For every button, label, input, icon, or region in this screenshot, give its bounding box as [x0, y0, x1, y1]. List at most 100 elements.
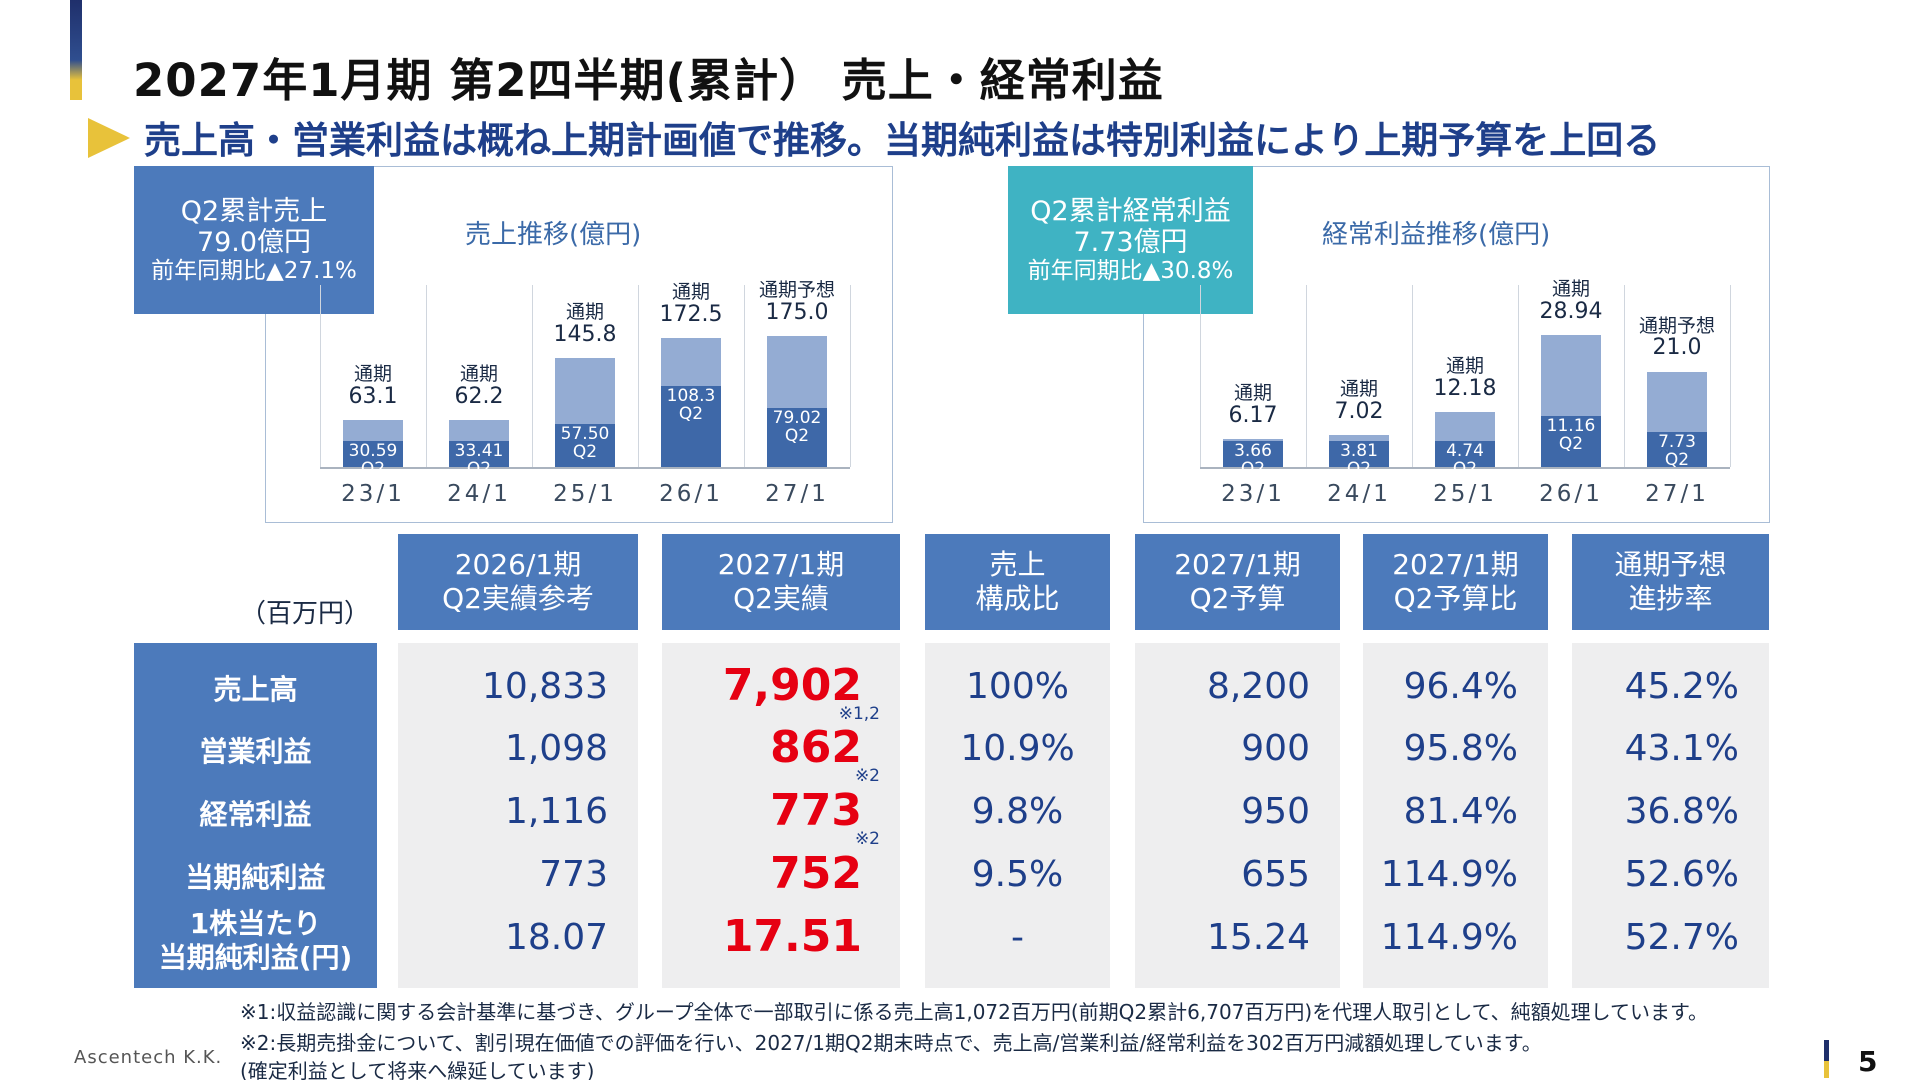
chart-baseline: [1200, 467, 1730, 469]
table-cell-note: ※2: [854, 766, 880, 786]
bar-top-label: 通期 63.1: [313, 362, 433, 409]
unit-label: （百万円）: [240, 599, 371, 629]
x-tick-label: 25/1: [1433, 481, 1497, 507]
chart-gridline: [1200, 285, 1201, 467]
footnote-1: ※1:収益認識に関する会計基準に基づき、グループ全体で一部取引に係る売上高1,0…: [240, 1000, 1709, 1024]
table-cell: 36.8%: [1624, 791, 1739, 832]
bar-q2-value: 3.66: [1234, 441, 1272, 461]
bar-top-label: 通期 172.5: [631, 281, 751, 327]
table-column-bg: [398, 643, 638, 988]
x-tick-label: 24/1: [1327, 481, 1391, 507]
bar-top-caption: 通期: [1233, 381, 1272, 404]
table-row-label: 1株当たり 当期純利益(円): [134, 903, 377, 979]
bar-top-value: 7.02: [1334, 398, 1384, 424]
bar-top-label: 通期 12.18: [1405, 354, 1525, 401]
table-header-text: 2027/1期: [717, 548, 845, 582]
bar-q2-value: 7.73: [1658, 431, 1696, 452]
table-cell-actual: 752: [770, 848, 862, 899]
bar-q2-label: 57.50 Q2: [545, 423, 625, 462]
table-cell: 96.4%: [1403, 666, 1518, 707]
chart-gridline: [1306, 285, 1307, 467]
table-header-text: 2027/1期: [1174, 548, 1301, 582]
profit-kpi-label: Q2累計経常利益: [1030, 195, 1231, 227]
bar-top-caption: 通期: [353, 362, 392, 385]
bar-q2-label: 3.66 Q2: [1213, 441, 1293, 479]
chart-gridline: [638, 285, 639, 467]
chart-gridline: [1624, 285, 1625, 467]
table-row-header-bg: [134, 643, 377, 988]
bar-q2: [1329, 441, 1389, 467]
table-row-label-text: 営業利益: [199, 735, 312, 769]
bar-q2-value: 30.59: [348, 441, 398, 461]
x-tick-label: 25/1: [553, 481, 617, 507]
x-tick-label: 27/1: [765, 481, 829, 507]
bar-q2-label: 4.74 Q2: [1425, 442, 1505, 479]
x-tick-label: 23/1: [341, 481, 405, 507]
company-name: Ascentech K.K.: [74, 1047, 223, 1068]
table-row-label: 当期純利益: [134, 840, 377, 916]
x-tick-label: 23/1: [1221, 481, 1285, 507]
table-header: 2027/1期 Q2実績: [662, 534, 900, 630]
table-header-text: 進捗率: [1628, 582, 1713, 615]
table-cell: 655: [1241, 854, 1310, 895]
table-row-label-text: 1株当たり: [189, 907, 322, 941]
bar-top-value: 62.2: [454, 384, 504, 410]
chart-gridline: [1412, 285, 1413, 467]
bar-q2: [1647, 431, 1707, 467]
bar-q2-tag: Q2: [1664, 449, 1690, 470]
bar-top-label: 通期 145.8: [525, 300, 645, 347]
results-table: 2026/1期 Q2実績参考 2027/1期 Q2実績 売上 構成比 2027/1期 Q2予算…: [134, 534, 1769, 988]
chart-gridline: [744, 285, 745, 467]
table-cell: -: [1011, 917, 1024, 958]
table-cell: 900: [1241, 728, 1310, 769]
table-cell: 9.8%: [971, 791, 1064, 832]
bar-top-label: 通期 28.94: [1511, 279, 1631, 324]
bar-top-value: 175.0: [765, 299, 829, 325]
bar-q2-tag: Q2: [572, 441, 598, 462]
bar-top-value: 28.94: [1539, 299, 1603, 325]
table-cell: 81.4%: [1403, 791, 1518, 832]
table-cell: 45.2%: [1624, 666, 1739, 707]
bar-top-caption: 通期: [1445, 354, 1484, 377]
table-cell: 1,098: [504, 728, 608, 769]
table-cell: 10.9%: [960, 728, 1075, 769]
chart-gridline: [532, 285, 533, 467]
table-header-text: 構成比: [975, 582, 1060, 615]
bar-q2: [767, 407, 827, 467]
bar-q2-label: 3.81 Q2: [1319, 442, 1399, 479]
table-cell: 52.7%: [1624, 917, 1739, 958]
bar-q2-label: 108.3 Q2: [651, 387, 731, 424]
profit-kpi-box: Q2累計経常利益 7.73億円 前年同期比▲30.8%: [1008, 166, 1253, 314]
table-cell: 114.9%: [1380, 917, 1518, 958]
title-accent-bar: [70, 0, 82, 100]
bar-q2-tag: Q2: [678, 403, 704, 424]
bar-q2-value: 57.50: [560, 423, 610, 444]
bar-top-caption: 通期: [459, 363, 498, 386]
table-cell: 950: [1241, 791, 1310, 832]
table-row-label-text: 経常利益: [199, 798, 312, 832]
table-cell: 15.24: [1206, 917, 1310, 958]
table-cell: 95.8%: [1403, 728, 1518, 769]
page-number-bar: [1824, 1040, 1829, 1078]
table-cell: 8,200: [1206, 666, 1310, 707]
bar-q2-label: 30.59 Q2: [333, 441, 413, 479]
bar-top-caption: 通期: [565, 300, 604, 323]
sales-kpi-label: Q2累計売上: [180, 195, 328, 227]
arrow-right-icon: [88, 118, 130, 158]
bar-q2-label: 33.41 Q2: [439, 442, 519, 479]
bar-top-label: 通期 7.02: [1299, 379, 1419, 424]
profit-chart: 3.66 Q2 通期 6.17 23/1 3.81 Q2 通期 7.02 24/1 4.74 Q2 通期…: [1200, 279, 1731, 515]
table-header: 2026/1期 Q2実績参考: [398, 534, 638, 630]
footnote-3: (確定利益として将来へ繰延しています): [240, 1059, 595, 1080]
sales-kpi-box: Q2累計売上 79.0億円 前年同期比▲27.1%: [134, 166, 374, 314]
profit-kpi-yoy: 前年同期比▲30.8%: [1027, 257, 1234, 284]
chart-gridline: [1730, 285, 1731, 467]
table-header-text: 2027/1期: [1392, 548, 1519, 582]
chart-gridline: [320, 285, 321, 467]
table-cell: 18.07: [504, 917, 608, 958]
bar-q2-tag: Q2: [360, 458, 386, 479]
table-cell: 10,833: [482, 666, 608, 707]
bar-q2: [1223, 441, 1283, 467]
table-cell-note: ※1,2: [838, 704, 880, 724]
bar-top-value: 12.18: [1433, 375, 1497, 401]
